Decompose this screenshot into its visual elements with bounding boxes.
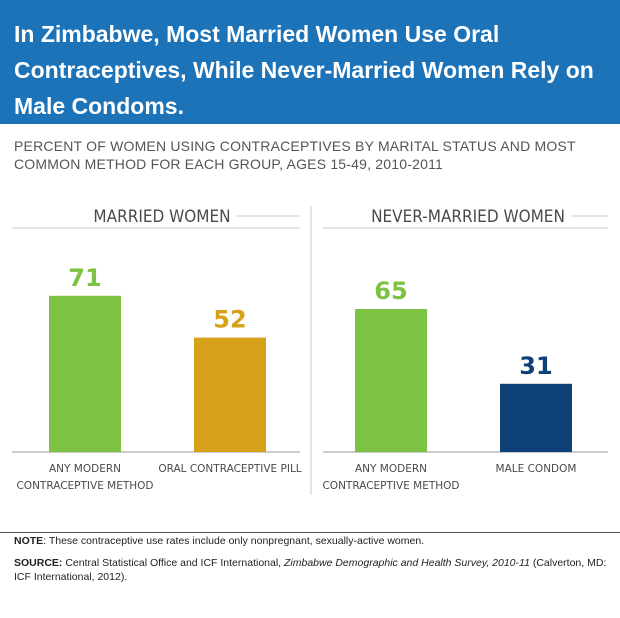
panel-married-women: MARRIED WOMEN 71 ANY MODERN CONTRACEPTIVE M… bbox=[12, 207, 302, 492]
source: SOURCE: Central Statistical Office and I… bbox=[14, 556, 610, 584]
category-label: ANY MODERN bbox=[49, 463, 121, 475]
panel-title: MARRIED WOMEN bbox=[93, 207, 230, 227]
data-label: 31 bbox=[519, 352, 552, 380]
footnotes: NOTE: These contraceptive use rates incl… bbox=[14, 534, 610, 592]
note-label: NOTE bbox=[14, 535, 44, 547]
bar bbox=[194, 337, 266, 452]
data-label: 65 bbox=[374, 277, 407, 305]
category-label: ANY MODERN bbox=[355, 463, 427, 475]
footnote-divider bbox=[0, 532, 620, 533]
bar bbox=[355, 309, 427, 452]
bar bbox=[49, 295, 121, 452]
category-label: CONTRACEPTIVE METHOD bbox=[322, 480, 459, 492]
source-label: SOURCE: bbox=[14, 557, 63, 569]
source-text: Central Statistical Office and ICF Inter… bbox=[62, 557, 284, 569]
note: NOTE: These contraceptive use rates incl… bbox=[14, 534, 610, 548]
panel-never-married-women: NEVER-MARRIED WOMEN 65 ANY MODERN CONTRACEP… bbox=[322, 207, 608, 492]
source-title: Zimbabwe Demographic and Health Survey, … bbox=[284, 557, 530, 569]
category-label: CONTRACEPTIVE METHOD bbox=[16, 480, 153, 492]
bar bbox=[500, 383, 572, 452]
data-label: 71 bbox=[68, 264, 101, 292]
bar-chart: MARRIED WOMEN 71 ANY MODERN CONTRACEPTIVE M… bbox=[12, 206, 608, 495]
category-label: ORAL CONTRACEPTIVE PILL bbox=[158, 463, 301, 475]
note-text: : These contraceptive use rates include … bbox=[43, 535, 425, 547]
title-banner: In Zimbabwe, Most Married Women Use Oral… bbox=[0, 0, 620, 124]
data-label: 52 bbox=[213, 306, 246, 334]
page-title: In Zimbabwe, Most Married Women Use Oral… bbox=[14, 21, 594, 119]
panel-title: NEVER-MARRIED WOMEN bbox=[371, 207, 565, 227]
category-label: MALE CONDOM bbox=[496, 463, 577, 475]
source-text-end: (Calverton, MD: ICF International, 2012)… bbox=[14, 557, 607, 583]
chart-subtitle: PERCENT OF WOMEN USING CONTRACEPTIVES BY… bbox=[14, 138, 576, 172]
